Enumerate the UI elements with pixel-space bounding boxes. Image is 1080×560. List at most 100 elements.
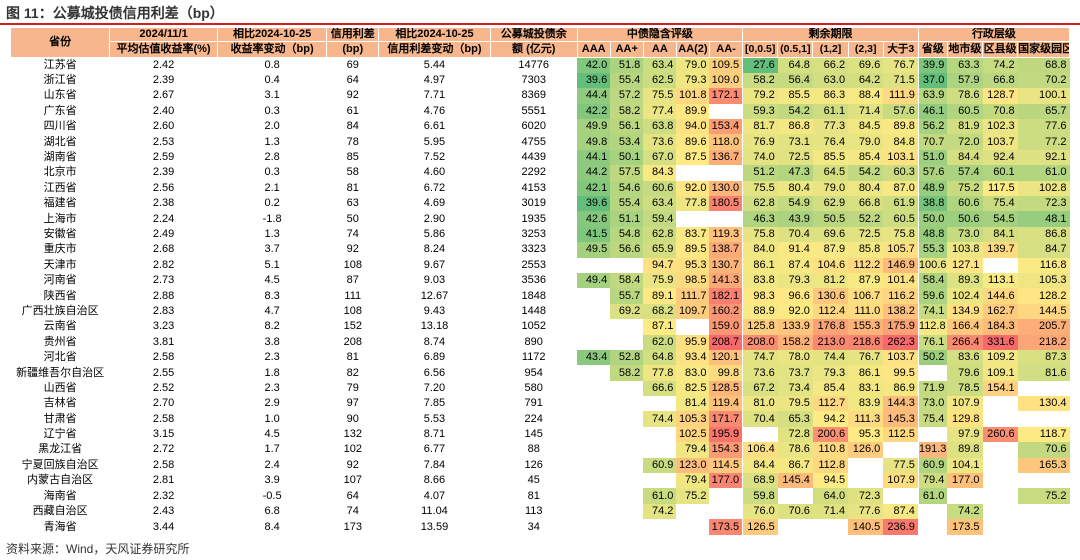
- yield-cell: 2.60: [152, 120, 175, 133]
- table-row: 四川省 2.60 2.0 84 6.61 6020 49.9 56.1 63.8 94.0 153.…: [11, 119, 1070, 135]
- table-row: 河北省 2.58 2.3 81 6.89 1172 43.4 52.8 64.8 93.4 120.…: [11, 349, 1070, 366]
- spread-change-cell: 6.61: [423, 120, 446, 133]
- heat-cell: [577, 473, 610, 488]
- balance-cell: 1935: [521, 212, 546, 225]
- heat-cell: [577, 411, 610, 426]
- heat-cell: 77.8: [643, 365, 677, 381]
- heat-cell: 77.3: [812, 119, 849, 135]
- heat-cell: 89.5: [676, 242, 710, 258]
- heat-cell: 111.7: [676, 288, 710, 304]
- yield-change-cell: 2.4: [264, 458, 280, 471]
- province-cell: 福建省: [43, 197, 77, 210]
- balance-cell: 890: [524, 335, 543, 348]
- heat-cell: 88.9: [742, 303, 778, 320]
- province-cell: 吉林省: [43, 397, 77, 410]
- heat-cell: [917, 365, 948, 381]
- heat-cell: [983, 258, 1018, 273]
- header-group-rating: 中债隐含评级: [576, 27, 744, 42]
- heat-cell: 76.0: [742, 503, 778, 520]
- heat-cell: 89.8: [883, 119, 919, 135]
- heat-cell: 102.8: [1017, 180, 1070, 197]
- heat-cell: 89.6: [676, 134, 710, 150]
- heat-cell: 109.7: [676, 303, 710, 320]
- spread-change-cell: 12.67: [420, 289, 449, 302]
- heat-cell: 110.8: [812, 442, 849, 458]
- heat-cell: 172.1: [709, 88, 743, 104]
- heat-cell: 63.4: [643, 57, 677, 73]
- heat-cell: [676, 319, 709, 334]
- yield-change-cell: 0.8: [264, 58, 280, 71]
- heat-cell: 63.0: [812, 72, 849, 89]
- heat-cell: 79.4: [676, 442, 710, 458]
- table-row: 北京市 2.39 0.3 58 4.60 2292 44.2 57.5 84.3 51.2 47.3…: [11, 165, 1070, 181]
- table-row: 天津市 2.82 5.1 108 9.67 2553 94.7 95.3 130.7 86.1 87…: [11, 257, 1070, 273]
- province-cell: 云南省: [43, 320, 77, 333]
- yield-change-cell: 1.7: [264, 443, 280, 456]
- yield-cell: 2.43: [152, 505, 175, 518]
- balance-cell: 1172: [521, 351, 546, 364]
- heat-cell: [676, 211, 709, 226]
- heat-cell: 49.5: [577, 242, 611, 258]
- spread-cell: 108: [343, 304, 362, 317]
- balance-cell: 113: [524, 505, 543, 518]
- heat-cell: 129.8: [947, 411, 983, 427]
- header-sub-3: AA(2): [675, 41, 710, 58]
- heat-cell: 59.6: [917, 288, 948, 304]
- heat-cell: 114.5: [709, 457, 743, 474]
- heat-cell: 76.1: [917, 334, 948, 350]
- header-sub-11: 地市级: [946, 41, 984, 58]
- balance-cell: 954: [524, 366, 543, 379]
- heat-cell: 86.7: [777, 457, 813, 474]
- heat-cell: [1018, 381, 1070, 396]
- heat-cell: 127.1: [947, 257, 983, 273]
- heat-cell: 88.4: [848, 88, 884, 104]
- heat-cell: 98.3: [742, 288, 778, 304]
- spread-change-cell: 9.67: [423, 258, 446, 271]
- yield-cell: 2.32: [152, 489, 175, 502]
- heat-cell: 79.3: [676, 72, 710, 89]
- heat-cell: 60.5: [883, 211, 919, 227]
- heat-cell: [709, 104, 742, 119]
- heat-cell: 63.9: [917, 88, 948, 104]
- heat-cell: [676, 519, 709, 535]
- heat-cell: 52.8: [610, 349, 644, 366]
- spread-cell: 152: [343, 320, 362, 333]
- heat-cell: [917, 503, 948, 520]
- yield-cell: 3.81: [152, 335, 175, 348]
- table-row: 吉林省 2.70 2.9 97 7.85 791 81.4 119.4 81.0 79.5 112.…: [11, 396, 1070, 412]
- province-cell: 青海省: [43, 520, 77, 533]
- heat-cell: [610, 319, 643, 334]
- spread-cell: 107: [343, 474, 362, 487]
- heat-cell: 86.3: [812, 88, 849, 104]
- yield-cell: 2.39: [152, 74, 175, 87]
- heat-cell: [983, 458, 1018, 473]
- heat-cell: 79.3: [812, 365, 849, 381]
- yield-cell: 2.82: [152, 258, 175, 271]
- table-row: 江苏省 2.42 0.8 69 5.44 14776 42.0 51.8 63.4 79.0 109…: [11, 57, 1070, 73]
- heat-cell: 79.0: [676, 57, 710, 73]
- spread-cell: 63: [346, 197, 359, 210]
- heat-cell: [577, 488, 610, 503]
- heat-cell: 112.2: [848, 257, 884, 273]
- heat-cell: 81.7: [742, 119, 778, 135]
- heat-cell: 78.6: [947, 88, 983, 104]
- heat-cell: 81.4: [676, 396, 710, 412]
- heat-cell: 62.9: [812, 196, 849, 212]
- spread-cell: 74: [346, 227, 359, 240]
- heat-cell: 77.8: [676, 196, 710, 212]
- heat-cell: [610, 335, 643, 350]
- heat-cell: [983, 442, 1018, 457]
- heat-cell: 73.0: [947, 226, 983, 243]
- heat-cell: 77.2: [1017, 134, 1070, 150]
- yield-cell: 2.68: [152, 243, 175, 256]
- spread-cell: 50: [346, 212, 359, 225]
- heat-cell: 62.8: [643, 226, 677, 243]
- heat-cell: [577, 288, 610, 303]
- heat-cell: 105.3: [676, 411, 710, 427]
- yield-change-cell: -0.5: [262, 489, 282, 502]
- spread-cell: 78: [346, 135, 359, 148]
- heat-cell: 144.6: [982, 288, 1018, 304]
- heat-cell: 109.0: [709, 72, 743, 89]
- heat-cell: 85.5: [777, 88, 813, 104]
- heat-cell: [983, 396, 1018, 411]
